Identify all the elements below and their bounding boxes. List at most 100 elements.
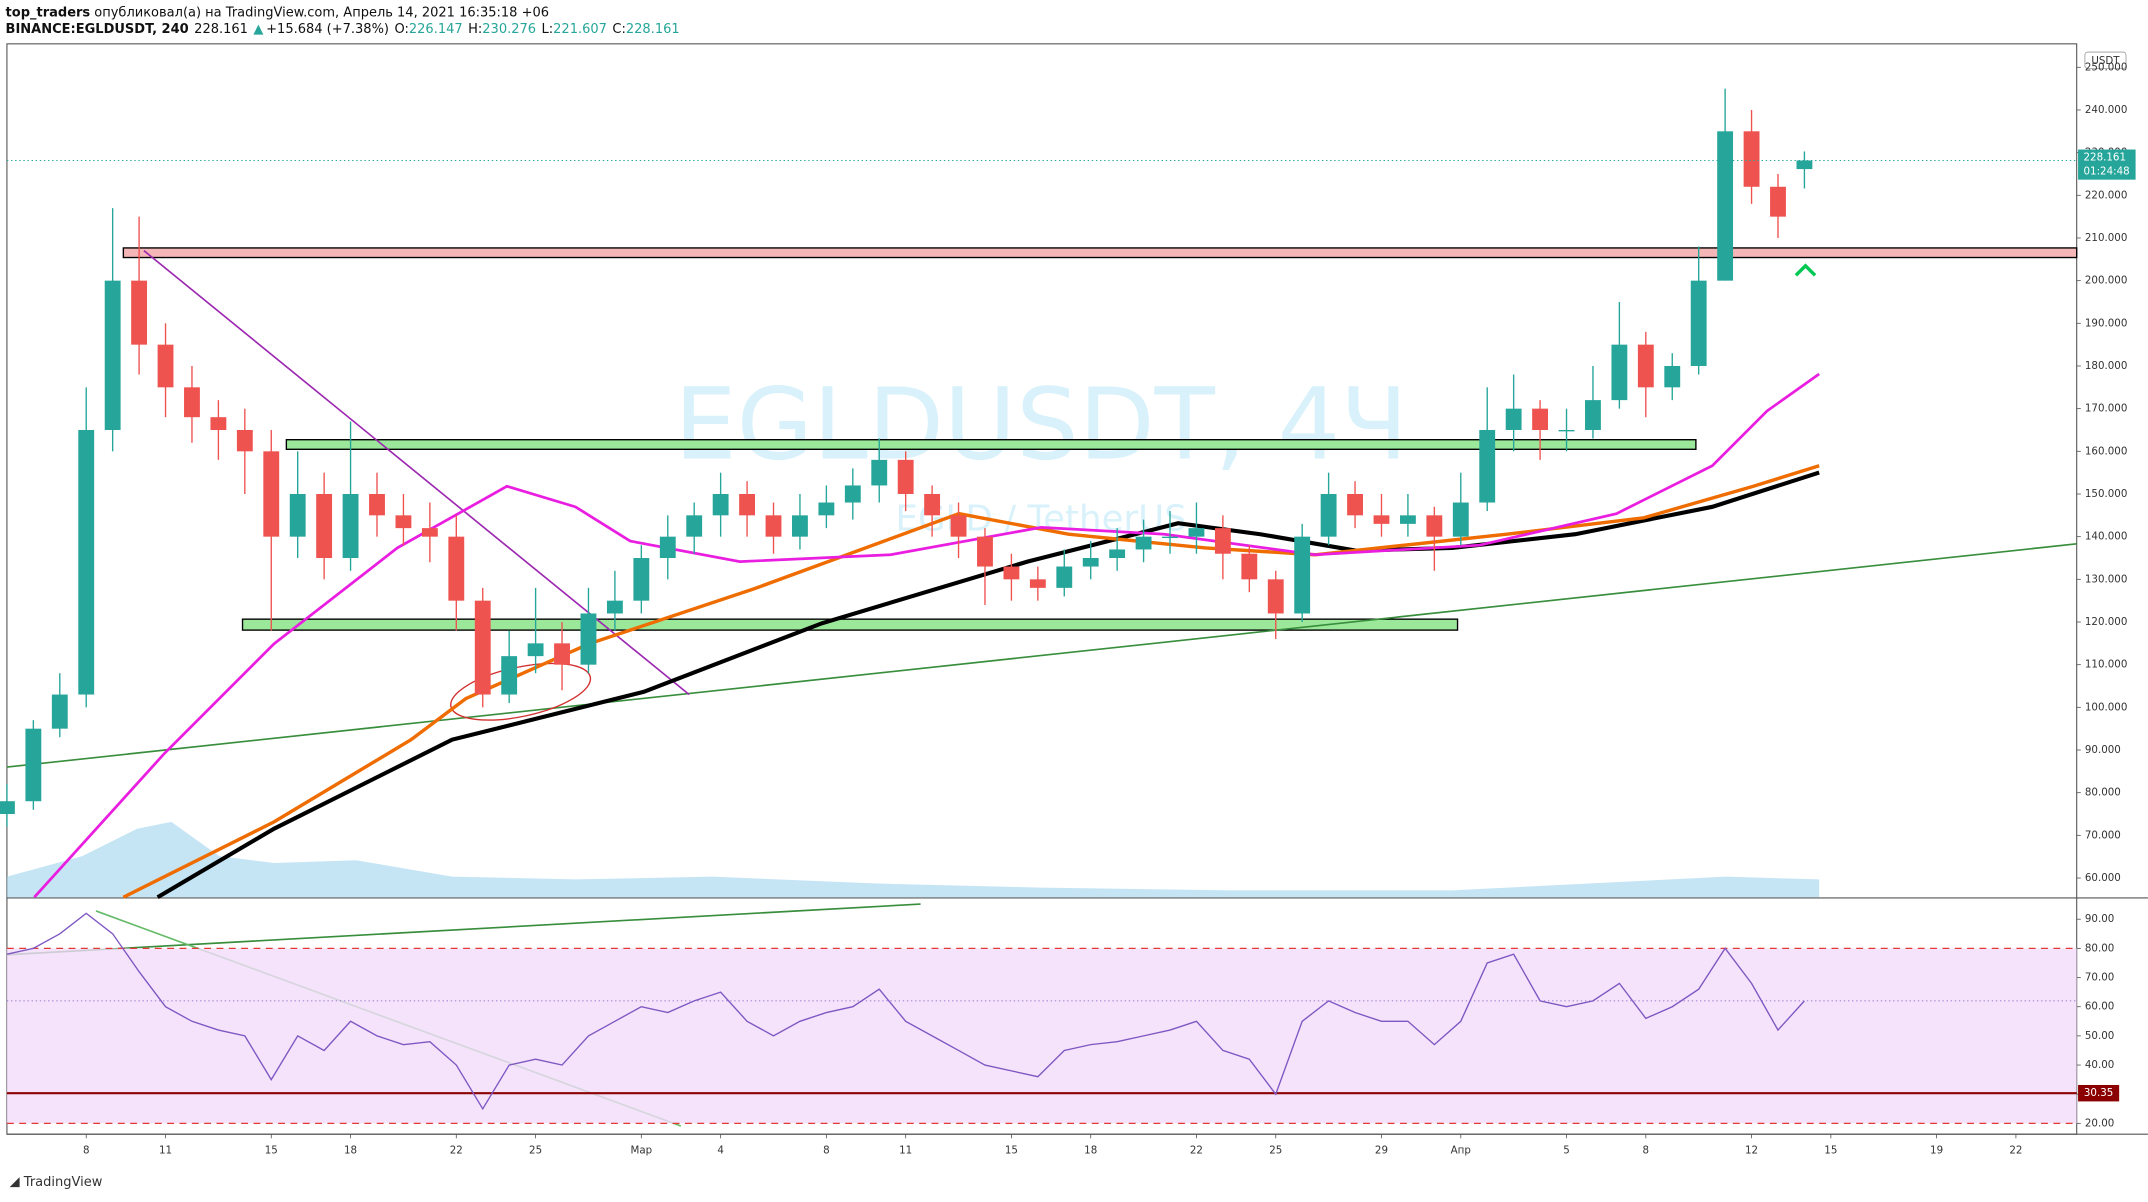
candle-body: [25, 728, 42, 802]
candle-body: [1664, 365, 1681, 388]
x-tick-label: 19: [1930, 1145, 1943, 1157]
candle-body: [686, 515, 703, 537]
footer-logo[interactable]: ◢ TradingView: [10, 1175, 103, 1190]
candle-body: [421, 528, 438, 537]
candle-body: [633, 557, 650, 601]
y-tick-label: 90.000: [2085, 744, 2121, 756]
trend-line: [143, 250, 690, 696]
resistance-zone: [122, 247, 2078, 259]
candle-body: [342, 493, 359, 558]
candle-body: [1426, 515, 1443, 537]
x-tick-label: 8: [83, 1145, 90, 1157]
rsi-marker-label: 30.35: [2084, 1087, 2113, 1099]
y-tick-label: 170.000: [2085, 403, 2127, 415]
y-tick-label: 240.000: [2085, 104, 2127, 116]
header-line: top_traders опубликовал(а) на TradingView…: [6, 5, 549, 20]
last-price: 228.161: [194, 21, 248, 36]
candle-body: [1373, 515, 1390, 524]
x-tick-label: 22: [1190, 1145, 1203, 1157]
candle-body: [474, 600, 491, 695]
candle-body: [184, 387, 200, 418]
y-tick-label: 100.000: [2085, 701, 2127, 713]
high: 230.276: [482, 21, 536, 36]
y-tick-label: 140.000: [2085, 531, 2127, 543]
y-tick-label: 70.000: [2085, 829, 2121, 841]
y-tick-label: 110.000: [2085, 659, 2127, 671]
open: 226.147: [409, 21, 463, 36]
candle-body: [210, 417, 227, 430]
x-tick-label: 22: [2009, 1145, 2022, 1157]
rsi-y-tick-label: 70.00: [2085, 972, 2114, 984]
trend-line: [6, 542, 2077, 768]
y-tick-label: 210.000: [2085, 232, 2127, 244]
candle-body: [1452, 502, 1469, 537]
moving-average: [33, 372, 1820, 899]
y-tick-label: 220.000: [2085, 189, 2127, 201]
x-tick-label: 22: [450, 1145, 463, 1157]
symbol: BINANCE:EGLDUSDT, 240: [6, 21, 189, 36]
x-tick-label: 11: [899, 1145, 912, 1157]
footer: TradingView: [23, 1175, 103, 1190]
candle-body: [1320, 493, 1337, 537]
y-tick-label: 60.000: [2085, 872, 2121, 884]
candle-body: [1162, 536, 1178, 539]
x-tick-label: Апр: [1451, 1145, 1471, 1157]
candles: [0, 88, 1813, 827]
rsi-y-tick-label: 20.00: [2085, 1117, 2114, 1129]
candle-body: [554, 643, 570, 665]
candle-body: [1003, 566, 1020, 580]
rsi-y-tick-label: 90.00: [2085, 913, 2114, 925]
price-label: 228.161: [2084, 152, 2126, 164]
candle-body: [1637, 344, 1654, 388]
y-tick-label: 150.000: [2085, 488, 2127, 500]
candle-body: [1611, 344, 1628, 401]
candle-body: [1796, 160, 1813, 170]
candle-body: [316, 493, 333, 558]
candle-body: [792, 515, 808, 537]
currency-badge[interactable]: [2084, 51, 2127, 69]
candle-body: [1743, 131, 1760, 187]
candle-body: [897, 459, 914, 494]
publisher[interactable]: top_traders: [6, 5, 91, 20]
y-tick-label: 120.000: [2085, 616, 2127, 628]
countdown: 01:24:48: [2084, 165, 2130, 177]
x-tick-label: 25: [529, 1145, 542, 1157]
moving-average: [122, 464, 1820, 899]
candle-body: [1690, 280, 1707, 366]
candle-body: [818, 502, 835, 516]
candle-body: [369, 493, 385, 516]
x-tick-label: 18: [1084, 1145, 1097, 1157]
y-tick-label: 200.000: [2085, 275, 2127, 287]
candle-body: [1241, 553, 1258, 580]
header-line: BINANCE:EGLDUSDT, 240 228.161 ▲ +15.684 (+7…: [6, 21, 680, 36]
y-tick-label: 250.000: [2085, 61, 2127, 73]
x-tick-label: 25: [1269, 1145, 1282, 1157]
candle-body: [606, 600, 623, 614]
candle-body: [1717, 131, 1734, 281]
candle-body: [712, 493, 729, 516]
candle-body: [580, 613, 597, 665]
x-tick-label: 15: [1005, 1145, 1018, 1157]
candle-body: [871, 459, 888, 486]
published: опубликовал(а) на TradingView.com, Апрел…: [94, 5, 549, 20]
candle-body: [1109, 549, 1126, 558]
y-tick-label: 130.000: [2085, 573, 2127, 585]
candle-body: [395, 515, 412, 529]
candle-body: [527, 643, 544, 657]
candle-body: [263, 451, 280, 537]
close: 228.161: [626, 21, 680, 36]
y-tick-label: 160.000: [2085, 445, 2127, 457]
rsi-y-tick-label: 60.00: [2085, 1001, 2114, 1013]
x-tick-label: 5: [1563, 1145, 1570, 1157]
candle-body: [1294, 536, 1311, 614]
candle-body: [1479, 429, 1496, 503]
rsi-y-tick-label: 50.00: [2085, 1030, 2114, 1042]
x-tick-label: Мар: [631, 1145, 653, 1157]
moving-average: [156, 470, 1820, 899]
x-tick-label: 15: [265, 1145, 278, 1157]
candle-body: [104, 280, 121, 430]
up-arrow: ▲: [253, 21, 263, 36]
rsi-y-tick-label: 40.00: [2085, 1059, 2114, 1071]
